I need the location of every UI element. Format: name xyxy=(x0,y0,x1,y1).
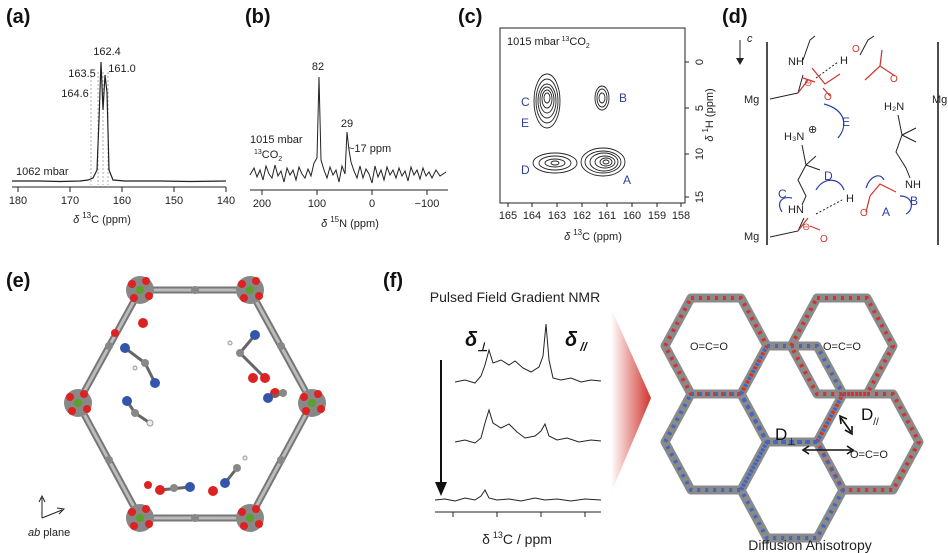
c-xtick-1: 164 xyxy=(523,210,541,222)
b-peak-29: 29 xyxy=(341,118,353,130)
a-peak-162-4: 162.4 xyxy=(93,46,121,58)
d-o-top: O xyxy=(824,92,832,103)
d-h-top: H xyxy=(840,55,848,67)
c-ytick-2: 10 xyxy=(694,148,706,160)
f-co2-2: O=C=O xyxy=(823,341,861,353)
c-xlabel: δ 13C (ppm) xyxy=(564,228,622,243)
b-tick-3: −100 xyxy=(415,198,440,210)
panel-f-pfg: Pulsed Field Gradient NMR δ⊥ δ// δ 13C / … xyxy=(405,268,948,553)
d-mg-top-left: Mg xyxy=(744,94,759,106)
panel-c-2d-spectrum: 1015 mbar 13CO2 C B E D A xyxy=(455,0,720,265)
a-tick-4: 140 xyxy=(217,195,235,207)
panel-d-scheme: c Mg Mg Mg NH ⊖ O H O O H₃N ⊕ H₂N NH HN xyxy=(720,0,948,265)
a-peak-163-5: 163.5 xyxy=(68,68,96,80)
d-o-acid: O xyxy=(852,44,860,55)
b-xlabel: δ 15N (ppm) xyxy=(321,215,379,230)
c-xtick-3: 162 xyxy=(573,210,591,222)
b-peak-82: 82 xyxy=(312,61,324,73)
d-arrow-b: B xyxy=(910,194,918,208)
c-xtick-7: 158 xyxy=(672,210,690,222)
c-xtick-0: 165 xyxy=(499,210,517,222)
f-title: Pulsed Field Gradient NMR xyxy=(430,289,600,305)
contour-d xyxy=(533,153,577,173)
panel-a-spectrum: 180 170 160 150 140 162.4 163.5 161.0 16… xyxy=(0,0,245,260)
c-site-a: A xyxy=(623,173,631,187)
d-o-bottom: O xyxy=(820,234,828,245)
contour-c-e xyxy=(534,74,560,128)
d-o-acid2: O xyxy=(890,74,898,85)
c-ytick-3: 15 xyxy=(694,191,706,203)
a-tick-2: 160 xyxy=(113,195,131,207)
c-xtick-6: 159 xyxy=(648,210,666,222)
d-nh-top: NH xyxy=(788,56,804,68)
f-d-par: D// xyxy=(861,405,879,428)
metal-clusters xyxy=(64,276,326,532)
f-caption: Diffusion Anisotropy xyxy=(748,537,871,553)
panel-e-pore-model: ab plane xyxy=(0,268,380,553)
d-mg-top-right: Mg xyxy=(932,94,947,106)
contour-b xyxy=(595,86,609,110)
e-plane-label: ab plane xyxy=(28,527,70,539)
d-mg-bottom-left: Mg xyxy=(744,231,759,243)
d-minus-top: ⊖ xyxy=(804,78,812,89)
c-site-c: C xyxy=(521,95,530,109)
b-note-17ppm: ~17 ppm xyxy=(348,143,391,155)
c-site-b: B xyxy=(619,91,627,105)
amine-molecules xyxy=(111,318,287,496)
b-tick-0: 200 xyxy=(253,198,271,210)
c-ylabel: δ1H (ppm) xyxy=(701,88,716,141)
f-transition-arrow xyxy=(611,308,651,493)
d-minus-bottom: ⊖ xyxy=(802,222,810,233)
a-tick-3: 150 xyxy=(165,195,183,207)
contour-a xyxy=(581,148,625,176)
f-honeycomb xyxy=(665,298,919,538)
b-pressure-line2: 13CO2 xyxy=(254,149,282,163)
b-tick-2: 0 xyxy=(369,198,375,210)
d-arrow-d: D xyxy=(824,169,833,183)
a-peak-161-0: 161.0 xyxy=(108,63,136,75)
d-o-bottom-acid: O xyxy=(860,208,868,219)
f-xlabel: δ 13C / ppm xyxy=(482,530,552,547)
f-co2-1: O=C=O xyxy=(690,341,728,353)
d-h3n: H₃N xyxy=(784,131,804,143)
a-xlabel: δ 13C (ppm) xyxy=(73,211,131,226)
d-plus: ⊕ xyxy=(808,124,817,136)
d-h-bottom: H xyxy=(846,193,854,205)
c-xtick-5: 160 xyxy=(623,210,641,222)
c-xtick-4: 161 xyxy=(598,210,616,222)
d-h2n: H₂N xyxy=(884,101,904,113)
a-tick-0: 180 xyxy=(9,195,27,207)
d-hn-left: HN xyxy=(788,204,804,216)
c-header: 1015 mbar 13CO2 xyxy=(507,36,590,50)
b-tick-1: 100 xyxy=(308,198,326,210)
d-arrow-e: E xyxy=(842,115,850,129)
c-site-e: E xyxy=(521,116,529,130)
f-honeycomb-accents xyxy=(665,298,919,538)
f-co2-3: O=C=O xyxy=(850,449,888,461)
c-ytick-0: 0 xyxy=(694,59,706,65)
a-peak-164-6: 164.6 xyxy=(61,88,89,100)
panel-b-spectrum: 200 100 0 −100 82 29 ~17 ppm 1015 mbar 1… xyxy=(240,0,455,260)
d-axis-c: c xyxy=(747,33,753,45)
d-arrow-c: C xyxy=(778,187,787,201)
c-site-d: D xyxy=(521,163,530,177)
f-delta-perp: δ⊥ xyxy=(465,329,488,354)
d-arrow-a: A xyxy=(882,205,890,219)
a-pressure: 1062 mbar xyxy=(16,166,69,178)
panel-label-f: (f) xyxy=(383,270,403,293)
d-nh-right: NH xyxy=(905,179,921,191)
a-tick-1: 170 xyxy=(61,195,79,207)
b-pressure-line1: 1015 mbar xyxy=(250,134,303,146)
f-delta-par: δ// xyxy=(565,329,589,354)
c-xtick-2: 163 xyxy=(548,210,566,222)
